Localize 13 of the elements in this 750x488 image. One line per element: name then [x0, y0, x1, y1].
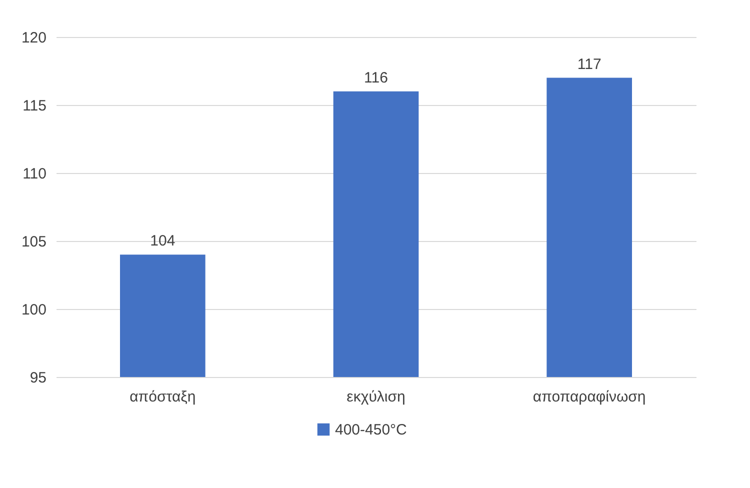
data-label: 116	[364, 69, 388, 86]
x-tick-label: αποπαραφίνωση	[532, 388, 646, 406]
legend-label: 400-450°C	[335, 422, 408, 438]
y-tick-label: 95	[30, 370, 46, 386]
y-tick-label: 110	[22, 166, 46, 182]
y-tick-label: 115	[22, 98, 46, 114]
y-tick-label: 120	[21, 30, 46, 46]
x-tick-label: απόσταξη	[130, 388, 196, 406]
data-label: 104	[150, 232, 176, 250]
x-tick-label: εκχύλιση	[346, 388, 406, 406]
y-tick-label: 100	[21, 302, 46, 318]
data-label: 117	[577, 56, 602, 73]
y-tick-label: 105	[21, 234, 46, 250]
